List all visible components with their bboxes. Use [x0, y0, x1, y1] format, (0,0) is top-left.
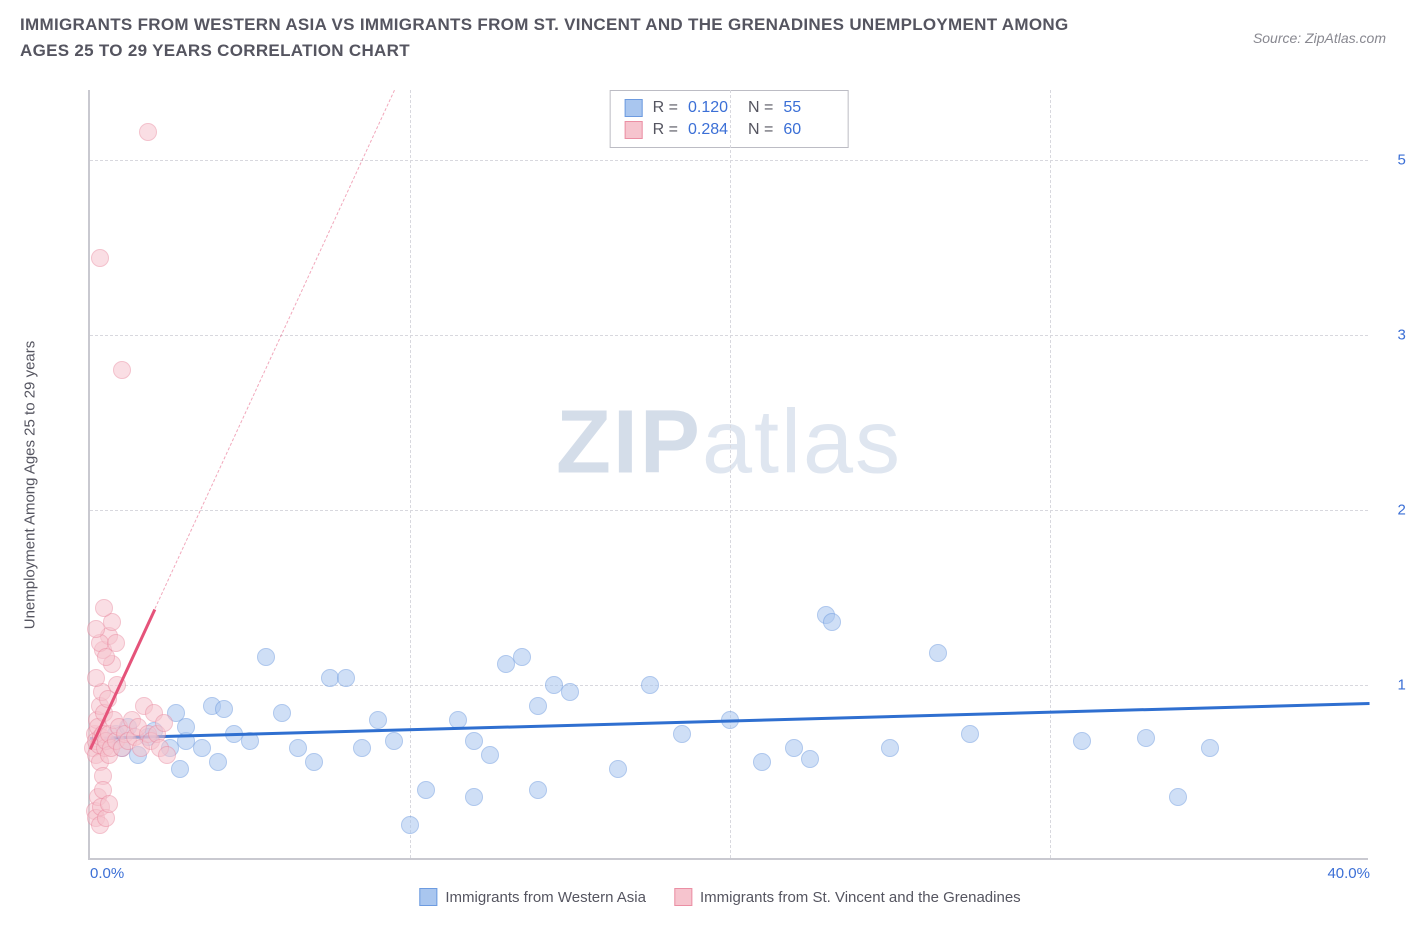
data-point: [87, 620, 105, 638]
gridline-horizontal: [90, 160, 1368, 161]
data-point: [385, 732, 403, 750]
legend-label: Immigrants from Western Asia: [445, 889, 646, 906]
data-point: [289, 739, 307, 757]
data-point: [401, 816, 419, 834]
legend-item: Immigrants from Western Asia: [419, 888, 646, 906]
data-point: [171, 760, 189, 778]
data-point: [215, 700, 233, 718]
data-point: [257, 648, 275, 666]
legend-swatch: [625, 99, 643, 117]
source-label: Source: ZipAtlas.com: [1253, 30, 1386, 46]
x-tick-label: 0.0%: [90, 865, 124, 882]
chart-title: IMMIGRANTS FROM WESTERN ASIA VS IMMIGRAN…: [20, 12, 1120, 63]
data-point: [158, 746, 176, 764]
data-point: [823, 613, 841, 631]
gridline-vertical: [730, 90, 731, 858]
data-point: [417, 781, 435, 799]
gridline-vertical: [410, 90, 411, 858]
y-tick-label: 12.5%: [1397, 677, 1406, 694]
stat-label-r: R =: [653, 99, 678, 117]
data-point: [529, 781, 547, 799]
data-point: [353, 739, 371, 757]
data-point: [113, 361, 131, 379]
data-point: [369, 711, 387, 729]
data-point: [100, 795, 118, 813]
data-point: [95, 599, 113, 617]
data-point: [529, 697, 547, 715]
data-point: [1073, 732, 1091, 750]
data-point: [305, 753, 323, 771]
data-point: [91, 249, 109, 267]
plot-region: ZIPatlas R =0.120N =55R =0.284N =60 12.5…: [88, 90, 1368, 860]
data-point: [785, 739, 803, 757]
data-point: [929, 644, 947, 662]
y-tick-label: 25.0%: [1397, 502, 1406, 519]
data-point: [673, 725, 691, 743]
chart-area: Unemployment Among Ages 25 to 29 years Z…: [60, 90, 1380, 880]
data-point: [193, 739, 211, 757]
stat-label-n: N =: [748, 99, 773, 117]
data-point: [513, 648, 531, 666]
bottom-legend: Immigrants from Western Asia Immigrants f…: [419, 888, 1020, 906]
data-point: [1137, 729, 1155, 747]
data-point: [1169, 788, 1187, 806]
legend-item: Immigrants from St. Vincent and the Gren…: [674, 888, 1021, 906]
data-point: [139, 123, 157, 141]
data-point: [337, 669, 355, 687]
x-tick-label: 40.0%: [1327, 865, 1370, 882]
stats-row: R =0.120N =55: [625, 97, 834, 119]
stats-legend-box: R =0.120N =55R =0.284N =60: [610, 90, 849, 148]
legend-label: Immigrants from St. Vincent and the Gren…: [700, 889, 1021, 906]
gridline-horizontal: [90, 510, 1368, 511]
data-point: [481, 746, 499, 764]
stat-value-n: 55: [783, 99, 833, 117]
data-point: [641, 676, 659, 694]
data-point: [881, 739, 899, 757]
legend-swatch: [625, 121, 643, 139]
gridline-vertical: [1050, 90, 1051, 858]
data-point: [209, 753, 227, 771]
data-point: [1201, 739, 1219, 757]
data-point: [155, 714, 173, 732]
y-axis-label: Unemployment Among Ages 25 to 29 years: [22, 341, 39, 630]
y-tick-label: 37.5%: [1397, 327, 1406, 344]
data-point: [561, 683, 579, 701]
stat-label-n: N =: [748, 121, 773, 139]
data-point: [87, 669, 105, 687]
gridline-horizontal: [90, 685, 1368, 686]
stat-value-n: 60: [783, 121, 833, 139]
stat-label-r: R =: [653, 121, 678, 139]
data-point: [801, 750, 819, 768]
data-point: [107, 634, 125, 652]
data-point: [753, 753, 771, 771]
data-point: [961, 725, 979, 743]
data-point: [609, 760, 627, 778]
data-point: [465, 732, 483, 750]
stats-row: R =0.284N =60: [625, 119, 834, 141]
legend-swatch: [674, 888, 692, 906]
trendline-extension: [154, 90, 394, 608]
data-point: [273, 704, 291, 722]
legend-swatch: [419, 888, 437, 906]
watermark: ZIPatlas: [556, 392, 902, 495]
data-point: [465, 788, 483, 806]
y-tick-label: 50.0%: [1397, 152, 1406, 169]
